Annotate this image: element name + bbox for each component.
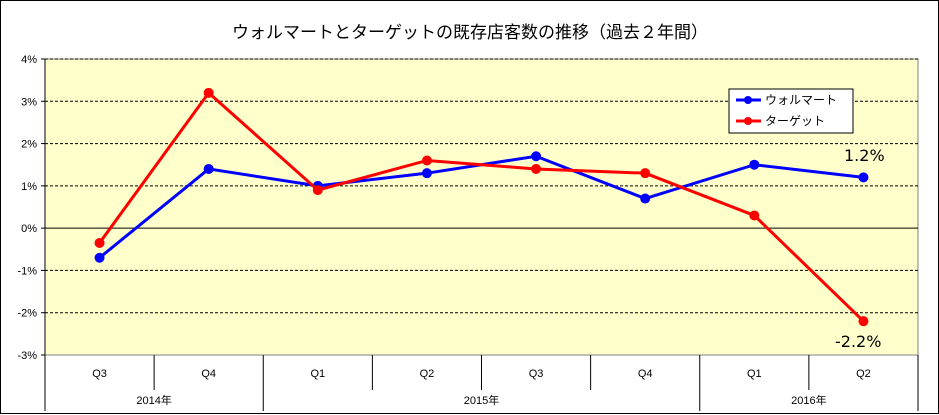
- data-point-0: [421, 168, 432, 179]
- y-tick-labels: 4% 3% 2% 1% 0% -1% -2% -3%: [17, 54, 37, 362]
- data-point-1: [203, 87, 214, 98]
- data-point-1: [421, 155, 432, 166]
- data-point-1: [640, 168, 651, 179]
- legend: ウォルマート ターゲット: [728, 88, 854, 134]
- y-tick-label: 2%: [21, 139, 37, 151]
- annotation-target-last: -2.2%: [835, 332, 881, 351]
- series-lines: [94, 87, 869, 327]
- legend-box: [728, 88, 854, 134]
- y-tick-label: -2%: [17, 308, 37, 320]
- category-label: Q1: [747, 368, 762, 380]
- category-label: Q2: [856, 368, 871, 380]
- year-group-label: 2016年: [791, 393, 826, 407]
- category-label: Q2: [420, 368, 435, 380]
- data-point-0: [531, 151, 542, 162]
- legend-walmart-label: ウォルマート: [765, 93, 837, 107]
- data-point-0: [203, 163, 214, 174]
- category-label: Q4: [201, 368, 216, 380]
- legend-target-marker: [744, 117, 752, 125]
- data-point-1: [531, 163, 542, 174]
- data-point-0: [749, 159, 760, 170]
- category-label: Q3: [92, 368, 107, 380]
- axes: [41, 58, 918, 356]
- legend-target-label: ターゲット: [765, 114, 825, 128]
- x-category-axis: Q3 Q4 Q1 Q2 Q3 Q4 Q1 Q2 2014年 2015年 2016年: [44, 355, 919, 411]
- y-tick-label: -1%: [17, 265, 37, 277]
- data-point-1: [749, 210, 760, 221]
- data-point-1: [94, 237, 105, 248]
- data-point-1: [858, 316, 869, 327]
- y-tick-label: -3%: [17, 350, 37, 362]
- data-point-0: [640, 193, 651, 204]
- chart-title: ウォルマートとターゲットの既存店客数の推移（過去２年間）: [232, 23, 708, 43]
- data-point-0: [94, 252, 105, 263]
- annotation-walmart-last: 1.2%: [844, 146, 885, 165]
- legend-walmart-marker: [744, 96, 752, 104]
- category-label: Q3: [529, 368, 544, 380]
- category-label: Q1: [310, 368, 325, 380]
- y-tick-label: 3%: [21, 96, 37, 108]
- data-point-0: [858, 172, 869, 183]
- year-group-label: 2014年: [136, 393, 171, 407]
- series-line-1: [98, 90, 865, 323]
- category-label: Q4: [638, 368, 653, 380]
- year-group-label: 2015年: [464, 393, 499, 407]
- data-point-1: [312, 185, 323, 196]
- y-tick-label: 4%: [21, 54, 37, 66]
- y-tick-label: 1%: [21, 181, 37, 193]
- y-tick-label: 0%: [21, 223, 37, 235]
